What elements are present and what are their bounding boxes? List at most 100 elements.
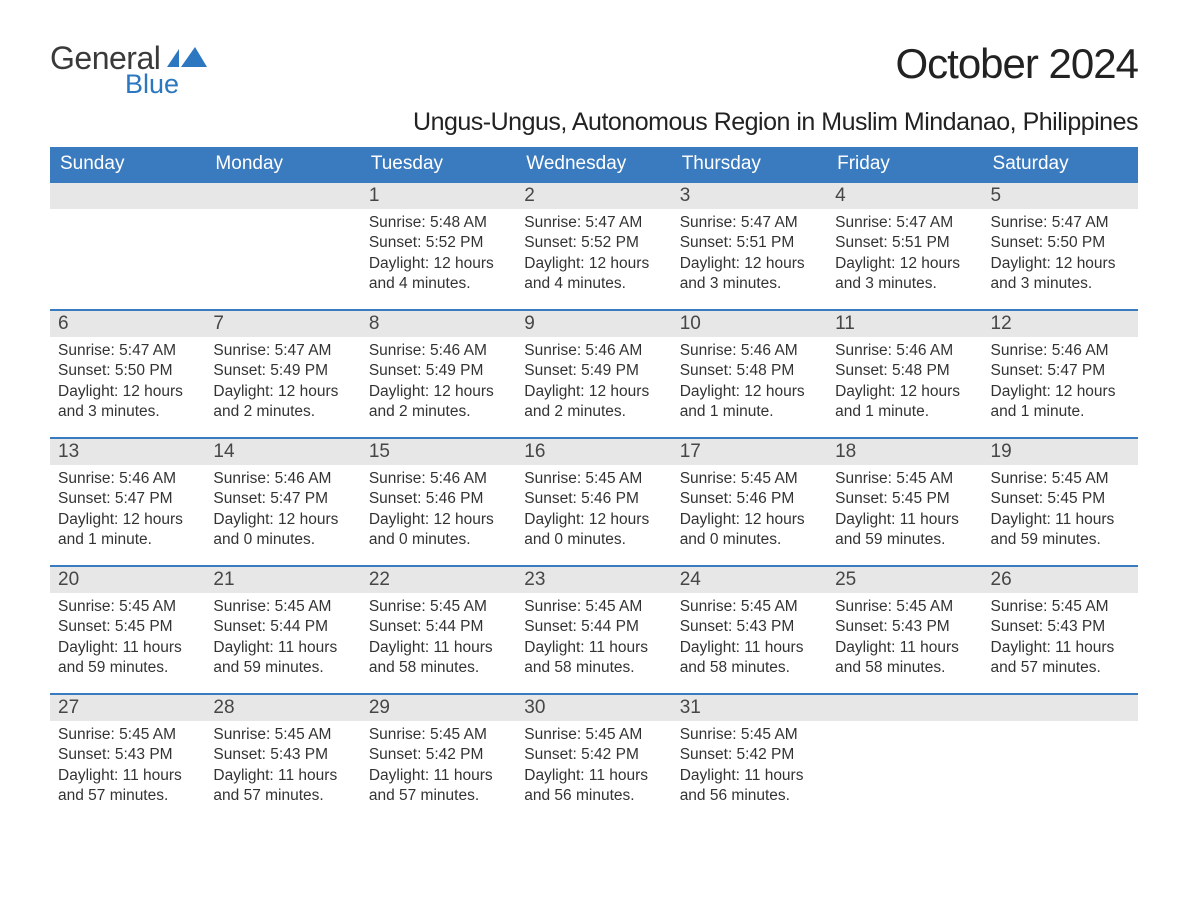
weekday-header: Monday <box>205 147 360 182</box>
day-number: 16 <box>516 439 671 465</box>
sunrise-text: Sunrise: 5:45 AM <box>58 597 197 617</box>
daylight-text: Daylight: 12 hours and 1 minute. <box>58 510 197 551</box>
sunset-text: Sunset: 5:44 PM <box>524 617 663 637</box>
day-data: Sunrise: 5:46 AMSunset: 5:47 PMDaylight:… <box>205 465 360 555</box>
daylight-text: Daylight: 11 hours and 59 minutes. <box>991 510 1130 551</box>
day-data: Sunrise: 5:47 AMSunset: 5:50 PMDaylight:… <box>983 209 1138 299</box>
calendar-day-cell: 23Sunrise: 5:45 AMSunset: 5:44 PMDayligh… <box>516 566 671 694</box>
day-number: 14 <box>205 439 360 465</box>
calendar-day-cell: 28Sunrise: 5:45 AMSunset: 5:43 PMDayligh… <box>205 694 360 822</box>
sunset-text: Sunset: 5:49 PM <box>524 361 663 381</box>
day-number <box>50 183 205 209</box>
sunrise-text: Sunrise: 5:46 AM <box>524 341 663 361</box>
day-number: 22 <box>361 567 516 593</box>
day-number: 9 <box>516 311 671 337</box>
sunset-text: Sunset: 5:45 PM <box>58 617 197 637</box>
day-number <box>983 695 1138 721</box>
header-row: General Blue October 2024 <box>50 40 1138 100</box>
calendar-week-row: 6Sunrise: 5:47 AMSunset: 5:50 PMDaylight… <box>50 310 1138 438</box>
calendar-week-row: 13Sunrise: 5:46 AMSunset: 5:47 PMDayligh… <box>50 438 1138 566</box>
sunrise-text: Sunrise: 5:45 AM <box>835 469 974 489</box>
day-data: Sunrise: 5:45 AMSunset: 5:43 PMDaylight:… <box>672 593 827 683</box>
sunset-text: Sunset: 5:50 PM <box>991 233 1130 253</box>
day-data: Sunrise: 5:46 AMSunset: 5:49 PMDaylight:… <box>516 337 671 427</box>
day-data: Sunrise: 5:45 AMSunset: 5:42 PMDaylight:… <box>516 721 671 811</box>
daylight-text: Daylight: 11 hours and 59 minutes. <box>835 510 974 551</box>
day-data: Sunrise: 5:48 AMSunset: 5:52 PMDaylight:… <box>361 209 516 299</box>
daylight-text: Daylight: 11 hours and 58 minutes. <box>680 638 819 679</box>
calendar-day-cell: 10Sunrise: 5:46 AMSunset: 5:48 PMDayligh… <box>672 310 827 438</box>
calendar-day-cell: 31Sunrise: 5:45 AMSunset: 5:42 PMDayligh… <box>672 694 827 822</box>
day-data: Sunrise: 5:45 AMSunset: 5:44 PMDaylight:… <box>205 593 360 683</box>
daylight-text: Daylight: 11 hours and 58 minutes. <box>835 638 974 679</box>
sunrise-text: Sunrise: 5:45 AM <box>58 725 197 745</box>
calendar-day-cell: 22Sunrise: 5:45 AMSunset: 5:44 PMDayligh… <box>361 566 516 694</box>
daylight-text: Daylight: 12 hours and 0 minutes. <box>524 510 663 551</box>
day-number: 31 <box>672 695 827 721</box>
sunrise-text: Sunrise: 5:45 AM <box>680 597 819 617</box>
daylight-text: Daylight: 12 hours and 3 minutes. <box>991 254 1130 295</box>
daylight-text: Daylight: 12 hours and 0 minutes. <box>369 510 508 551</box>
calendar-day-cell: 20Sunrise: 5:45 AMSunset: 5:45 PMDayligh… <box>50 566 205 694</box>
day-number: 10 <box>672 311 827 337</box>
day-number: 25 <box>827 567 982 593</box>
calendar-day-cell: 8Sunrise: 5:46 AMSunset: 5:49 PMDaylight… <box>361 310 516 438</box>
day-data: Sunrise: 5:47 AMSunset: 5:51 PMDaylight:… <box>672 209 827 299</box>
sunset-text: Sunset: 5:46 PM <box>524 489 663 509</box>
sunrise-text: Sunrise: 5:47 AM <box>835 213 974 233</box>
day-data: Sunrise: 5:47 AMSunset: 5:51 PMDaylight:… <box>827 209 982 299</box>
calendar-day-cell <box>50 182 205 310</box>
day-number: 7 <box>205 311 360 337</box>
weekday-header: Friday <box>827 147 982 182</box>
sunset-text: Sunset: 5:52 PM <box>524 233 663 253</box>
day-number: 18 <box>827 439 982 465</box>
sunset-text: Sunset: 5:49 PM <box>213 361 352 381</box>
calendar-week-row: 27Sunrise: 5:45 AMSunset: 5:43 PMDayligh… <box>50 694 1138 822</box>
day-number: 15 <box>361 439 516 465</box>
weekday-header: Thursday <box>672 147 827 182</box>
sunset-text: Sunset: 5:49 PM <box>369 361 508 381</box>
weekday-header: Sunday <box>50 147 205 182</box>
sunrise-text: Sunrise: 5:45 AM <box>680 725 819 745</box>
daylight-text: Daylight: 12 hours and 0 minutes. <box>213 510 352 551</box>
day-number: 5 <box>983 183 1138 209</box>
day-data: Sunrise: 5:45 AMSunset: 5:43 PMDaylight:… <box>50 721 205 811</box>
sunset-text: Sunset: 5:46 PM <box>369 489 508 509</box>
calendar-day-cell <box>827 694 982 822</box>
sunrise-text: Sunrise: 5:47 AM <box>58 341 197 361</box>
calendar-day-cell: 15Sunrise: 5:46 AMSunset: 5:46 PMDayligh… <box>361 438 516 566</box>
daylight-text: Daylight: 11 hours and 58 minutes. <box>369 638 508 679</box>
daylight-text: Daylight: 11 hours and 57 minutes. <box>369 766 508 807</box>
sunset-text: Sunset: 5:46 PM <box>680 489 819 509</box>
day-data: Sunrise: 5:47 AMSunset: 5:49 PMDaylight:… <box>205 337 360 427</box>
day-data: Sunrise: 5:45 AMSunset: 5:43 PMDaylight:… <box>827 593 982 683</box>
logo: General Blue <box>50 40 207 100</box>
day-data: Sunrise: 5:45 AMSunset: 5:43 PMDaylight:… <box>983 593 1138 683</box>
sunset-text: Sunset: 5:51 PM <box>835 233 974 253</box>
sunrise-text: Sunrise: 5:46 AM <box>369 469 508 489</box>
day-data: Sunrise: 5:45 AMSunset: 5:42 PMDaylight:… <box>361 721 516 811</box>
day-number <box>205 183 360 209</box>
sunrise-text: Sunrise: 5:46 AM <box>369 341 508 361</box>
calendar-day-cell: 26Sunrise: 5:45 AMSunset: 5:43 PMDayligh… <box>983 566 1138 694</box>
day-data: Sunrise: 5:45 AMSunset: 5:46 PMDaylight:… <box>516 465 671 555</box>
day-number: 20 <box>50 567 205 593</box>
daylight-text: Daylight: 12 hours and 3 minutes. <box>835 254 974 295</box>
calendar-day-cell: 30Sunrise: 5:45 AMSunset: 5:42 PMDayligh… <box>516 694 671 822</box>
sunset-text: Sunset: 5:47 PM <box>991 361 1130 381</box>
day-data: Sunrise: 5:46 AMSunset: 5:46 PMDaylight:… <box>361 465 516 555</box>
calendar-day-cell: 19Sunrise: 5:45 AMSunset: 5:45 PMDayligh… <box>983 438 1138 566</box>
sunrise-text: Sunrise: 5:47 AM <box>524 213 663 233</box>
sunrise-text: Sunrise: 5:45 AM <box>835 597 974 617</box>
calendar-day-cell: 27Sunrise: 5:45 AMSunset: 5:43 PMDayligh… <box>50 694 205 822</box>
sunset-text: Sunset: 5:48 PM <box>835 361 974 381</box>
sunset-text: Sunset: 5:45 PM <box>991 489 1130 509</box>
calendar-day-cell: 6Sunrise: 5:47 AMSunset: 5:50 PMDaylight… <box>50 310 205 438</box>
sunset-text: Sunset: 5:47 PM <box>58 489 197 509</box>
daylight-text: Daylight: 11 hours and 57 minutes. <box>991 638 1130 679</box>
calendar-day-cell: 21Sunrise: 5:45 AMSunset: 5:44 PMDayligh… <box>205 566 360 694</box>
day-data: Sunrise: 5:45 AMSunset: 5:42 PMDaylight:… <box>672 721 827 811</box>
day-number: 29 <box>361 695 516 721</box>
sunset-text: Sunset: 5:43 PM <box>991 617 1130 637</box>
calendar-day-cell: 3Sunrise: 5:47 AMSunset: 5:51 PMDaylight… <box>672 182 827 310</box>
